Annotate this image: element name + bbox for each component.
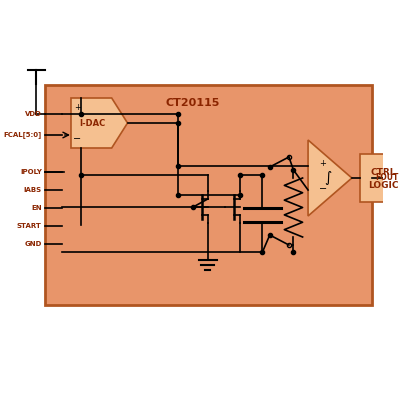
Polygon shape	[308, 140, 352, 216]
Text: CTRL: CTRL	[371, 168, 396, 177]
Polygon shape	[71, 98, 128, 148]
Text: VDD: VDD	[25, 111, 42, 117]
Text: CT20115: CT20115	[165, 98, 220, 108]
Text: GND: GND	[24, 241, 42, 247]
Text: IPOLY: IPOLY	[20, 169, 42, 175]
Bar	[46, 85, 372, 305]
Bar	[360, 154, 400, 202]
Text: +: +	[74, 102, 81, 112]
Text: FCAL[5:0]: FCAL[5:0]	[4, 132, 42, 138]
Text: START: START	[17, 223, 42, 229]
Text: I-DAC: I-DAC	[79, 118, 105, 128]
Text: +: +	[319, 159, 326, 168]
Text: FOUT: FOUT	[376, 174, 399, 182]
Text: ∫: ∫	[324, 171, 332, 185]
Text: −: −	[73, 134, 82, 144]
Text: LOGIC: LOGIC	[368, 181, 399, 190]
Text: IABS: IABS	[24, 187, 42, 193]
Text: −: −	[319, 184, 327, 194]
Text: EN: EN	[31, 205, 42, 211]
